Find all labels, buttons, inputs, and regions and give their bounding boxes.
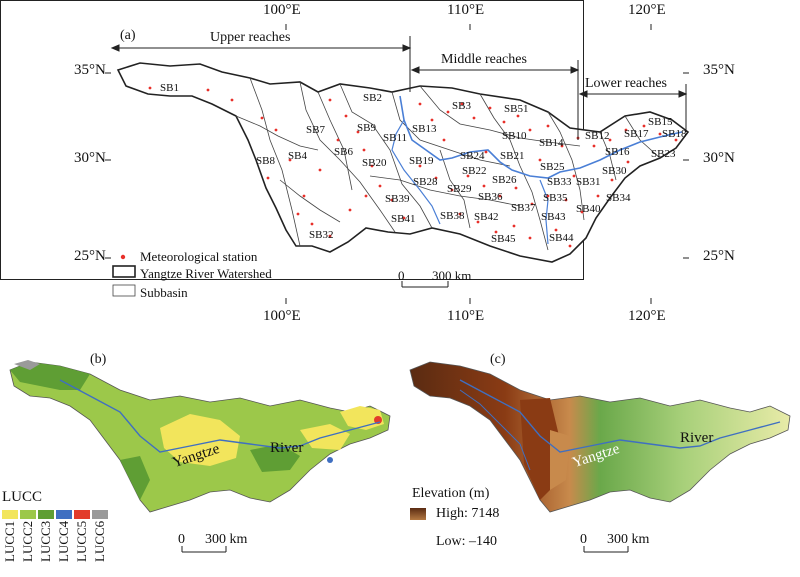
subbasin-label: SB32 xyxy=(309,229,334,241)
lucc2-swatch xyxy=(20,510,36,519)
subbasin-label: SB37 xyxy=(511,202,536,214)
lucc4-label: LUCC4 xyxy=(56,521,71,563)
subbasin-label: SB25 xyxy=(540,161,565,173)
left-tick-30n: 30°N xyxy=(74,150,106,166)
panel-b-river-word-2: River xyxy=(270,440,304,456)
subbasin-label: SB9 xyxy=(357,122,376,134)
left-tick-25n: 25°N xyxy=(74,248,106,264)
elevation-low-label: Low: –140 xyxy=(436,534,498,549)
subbasin-label: SB43 xyxy=(541,211,566,223)
scale-distance-c: 300 km xyxy=(607,532,650,547)
top-tick-120e: 120°E xyxy=(628,2,666,18)
panel-b-lucc-map xyxy=(9,360,391,513)
subbasin-label: SB1 xyxy=(160,82,179,94)
subbasin-label: SB44 xyxy=(549,232,574,244)
lucc-legend-title: LUCC xyxy=(2,489,43,505)
subbasin-label: SB17 xyxy=(624,128,649,140)
left-tick-35n: 35°N xyxy=(74,62,106,78)
lucc2-label: LUCC2 xyxy=(20,521,35,563)
subbasin-label: SB4 xyxy=(288,150,307,162)
subbasin-label: SB40 xyxy=(576,203,601,215)
subbasin-label: SB10 xyxy=(502,130,527,142)
subbasin-label: SB42 xyxy=(474,211,499,223)
subbasin-label: SB14 xyxy=(539,137,564,149)
subbasin-label: SB39 xyxy=(385,193,410,205)
lucc6-swatch xyxy=(92,510,108,519)
elevation-high-label: High: 7148 xyxy=(436,506,500,521)
panel-c-river-word-2: River xyxy=(680,430,714,446)
panel-b-label: (b) xyxy=(90,352,107,367)
subbasin-label: SB7 xyxy=(306,124,325,136)
lucc1-swatch xyxy=(2,510,18,519)
bottom-tick-120e: 120°E xyxy=(628,308,666,324)
right-tick-35n: 35°N xyxy=(703,62,735,78)
legend-subbasin-label: Subbasin xyxy=(140,285,188,300)
right-tick-30n: 30°N xyxy=(703,150,735,166)
subbasin-label: SB15 xyxy=(648,116,673,128)
subbasin-label: SB23 xyxy=(651,148,676,160)
top-tick-100e: 100°E xyxy=(263,2,301,18)
subbasin-label: SB36 xyxy=(478,191,503,203)
bottom-tick-100e: 100°E xyxy=(263,308,301,324)
subbasin-label: SB33 xyxy=(547,176,572,188)
subbasin-label: SB41 xyxy=(391,213,416,225)
scale-distance-b: 300 km xyxy=(205,532,248,547)
upper-reaches-label: Upper reaches xyxy=(210,30,291,45)
lucc1-label: LUCC1 xyxy=(2,521,17,563)
lucc4-swatch xyxy=(56,510,72,519)
subbasin-label: SB11 xyxy=(383,132,408,144)
subbasin-label: SB45 xyxy=(491,233,516,245)
lucc3-swatch xyxy=(38,510,54,519)
subbasin-label: SB13 xyxy=(412,123,437,135)
scale-zero-a: 0 xyxy=(398,268,405,283)
lucc5-swatch xyxy=(74,510,90,519)
yangtze-river xyxy=(399,95,683,179)
bottom-tick-110e: 110°E xyxy=(447,308,485,324)
subbasin-label: SB18 xyxy=(662,128,687,140)
subbasin-label: SB31 xyxy=(576,176,601,188)
subbasin-label: SB20 xyxy=(362,157,387,169)
subbasin-label: SB8 xyxy=(256,155,275,167)
lucc6-label: LUCC6 xyxy=(92,521,107,563)
right-tick-25n: 25°N xyxy=(703,248,735,264)
legend-watershed-label: Yangtze River Watershed xyxy=(140,266,272,281)
subbasin-label: SB24 xyxy=(460,150,485,162)
subbasin-label: SB3 xyxy=(452,100,471,112)
subbasin-label: SB51 xyxy=(504,103,529,115)
panel-c-elevation-map xyxy=(409,361,791,520)
lucc5-label: LUCC5 xyxy=(74,521,89,563)
panel-a-label: (a) xyxy=(120,28,136,43)
scale-zero-b: 0 xyxy=(178,532,185,547)
top-tick-110e: 110°E xyxy=(447,2,485,18)
subbasin-label: SB28 xyxy=(413,176,438,188)
subbasin-label: SB38 xyxy=(440,210,465,222)
subbasin-label: SB16 xyxy=(605,146,630,158)
subbasin-label: SB35 xyxy=(543,192,568,204)
scale-zero-c: 0 xyxy=(580,532,587,547)
subbasin-label: SB12 xyxy=(585,130,610,142)
subbasin-label: SB21 xyxy=(500,150,525,162)
legend-station-label: Meteorological station xyxy=(140,249,258,264)
subbasin-label: SB30 xyxy=(602,165,627,177)
subbasin-label: SB19 xyxy=(409,155,434,167)
subbasin-label: SB2 xyxy=(363,92,382,104)
subbasin-label: SB34 xyxy=(606,192,631,204)
lower-reaches-label: Lower reaches xyxy=(585,76,668,91)
middle-reaches-label: Middle reaches xyxy=(441,52,527,67)
panel-c-label: (c) xyxy=(490,352,506,367)
scale-distance-a: 300 km xyxy=(432,268,472,283)
subbasin-label: SB22 xyxy=(462,165,487,177)
subbasin-label: SB6 xyxy=(334,146,353,158)
elevation-legend-title: Elevation (m) xyxy=(412,486,490,501)
subbasin-label: SB29 xyxy=(447,183,472,195)
subbasin-label: SB26 xyxy=(492,174,517,186)
lucc3-label: LUCC3 xyxy=(38,521,53,563)
